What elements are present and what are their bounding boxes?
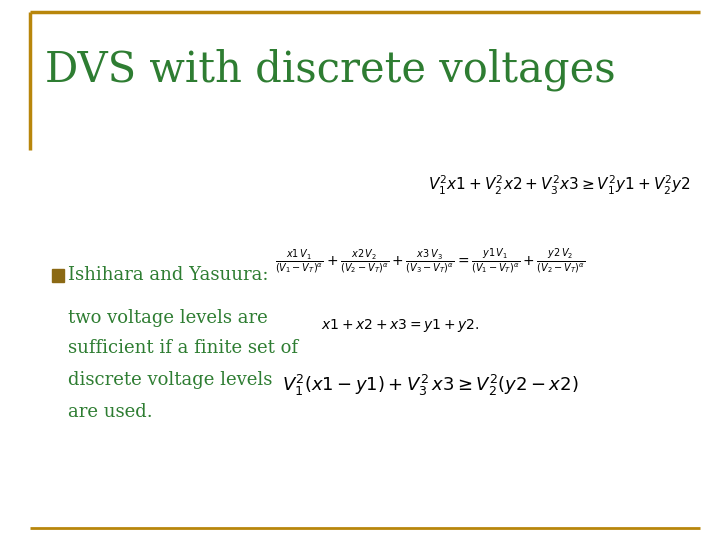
Text: $V_1^2 x1 + V_2^2 x2 + V_3^2 x3 \geq V_1^2 y1 + V_2^2 y2$: $V_1^2 x1 + V_2^2 x2 + V_3^2 x3 \geq V_1… xyxy=(428,173,691,197)
Text: sufficient if a finite set of: sufficient if a finite set of xyxy=(68,339,298,357)
Text: discrete voltage levels: discrete voltage levels xyxy=(68,371,272,389)
Text: $\frac{x1\,V_1}{(V_1-V_T)^\alpha}+\frac{x2\,V_2}{(V_2-V_T)^\alpha}+\frac{x3\,V_3: $\frac{x1\,V_1}{(V_1-V_T)^\alpha}+\frac{… xyxy=(275,247,585,276)
Text: Ishihara and Yasuura:: Ishihara and Yasuura: xyxy=(68,266,269,284)
Text: $V_1^2(x1-y1)+V_3^2\,x3 \geq V_2^2(y2-x2)$: $V_1^2(x1-y1)+V_3^2\,x3 \geq V_2^2(y2-x2… xyxy=(282,373,578,397)
Text: two voltage levels are: two voltage levels are xyxy=(68,309,268,327)
Text: are used.: are used. xyxy=(68,403,153,421)
Bar xyxy=(52,269,64,282)
Text: DVS with discrete voltages: DVS with discrete voltages xyxy=(45,49,616,91)
Text: $x1+x2+x3 = y1+y2.$: $x1+x2+x3 = y1+y2.$ xyxy=(320,316,480,334)
